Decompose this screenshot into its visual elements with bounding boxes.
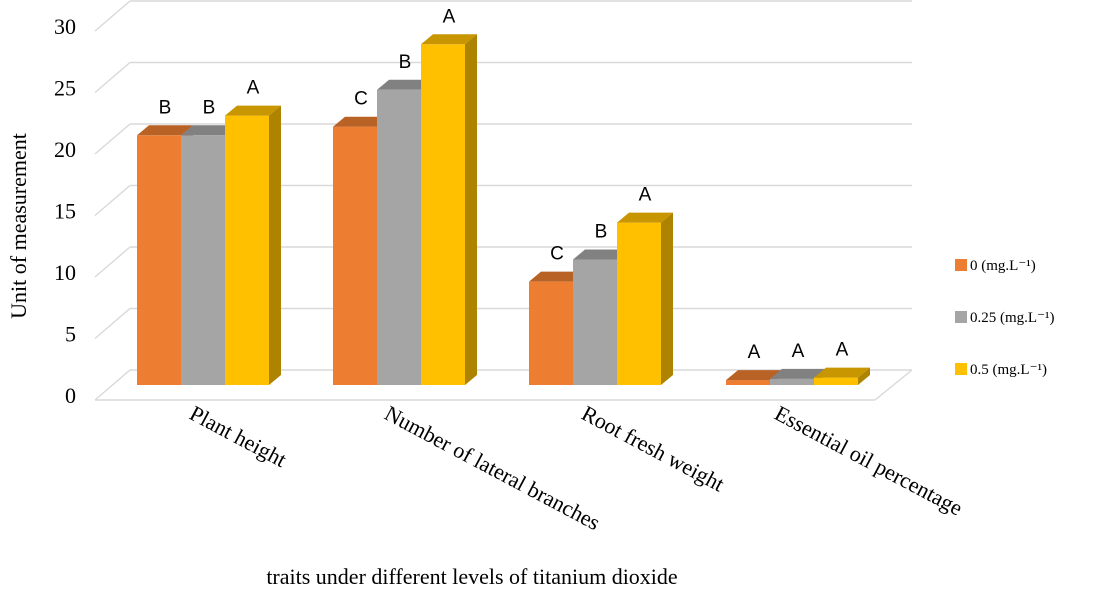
bars <box>137 34 870 386</box>
category-label: Plant height <box>186 400 291 472</box>
bar-top <box>181 125 237 136</box>
bar-front <box>225 115 269 385</box>
bar-top <box>333 116 389 127</box>
bar-front <box>137 135 181 385</box>
bar-front <box>181 135 225 385</box>
bar-front <box>421 44 465 385</box>
y-tick-label: 10 <box>54 260 76 285</box>
bar-side <box>269 105 281 385</box>
bar-top <box>573 249 629 260</box>
bar-top <box>377 79 433 90</box>
significance-letters: B B A C B A C B A A A A <box>159 6 849 363</box>
y-axis-title: Unit of measurement <box>6 133 31 319</box>
bar-front <box>529 281 573 385</box>
legend-swatch <box>955 311 967 323</box>
bar-top <box>225 105 281 116</box>
gridline-side <box>94 307 131 340</box>
significance-letter: A <box>836 340 849 361</box>
legend: 0 (mg.L⁻¹) 0.25 (mg.L⁻¹) 0.5 (mg.L⁻¹) <box>955 258 1055 378</box>
gridline-side <box>94 123 131 155</box>
x-axis-title: traits under different levels of titaniu… <box>266 564 677 589</box>
gridline-side <box>94 0 131 32</box>
category-labels: Plant height Number of lateral branchesRo… <box>186 400 967 535</box>
gridline-side <box>94 61 131 94</box>
bar-top <box>814 367 870 378</box>
significance-letter: A <box>443 6 456 27</box>
significance-letter: B <box>203 97 216 118</box>
bar-top <box>726 370 782 381</box>
y-tick-label: 5 <box>65 322 76 347</box>
bar-front <box>770 378 814 385</box>
bar-front <box>333 126 377 385</box>
y-tick-label: 0 <box>65 383 76 408</box>
bar <box>617 212 673 385</box>
gridline-side <box>94 246 131 278</box>
significance-letter: C <box>550 244 564 265</box>
bar-front <box>377 89 421 386</box>
significance-letter: B <box>159 97 172 118</box>
bar-side <box>465 34 477 385</box>
bar-side <box>661 212 673 385</box>
significance-letter: A <box>748 342 761 363</box>
bar-top <box>529 271 585 282</box>
bar-front <box>814 377 858 385</box>
significance-letter: B <box>399 52 412 73</box>
category-label: Number of lateral branches <box>381 400 605 535</box>
significance-letter: A <box>792 341 805 362</box>
significance-letter: B <box>595 222 608 243</box>
y-tick-label: 30 <box>54 14 76 39</box>
bar-top <box>617 212 673 223</box>
legend-label: 0.25 (mg.L⁻¹) <box>970 310 1055 326</box>
bar <box>814 367 870 385</box>
significance-letter: A <box>639 185 652 206</box>
floor-side-line <box>874 369 913 401</box>
y-tick-label: 20 <box>54 137 76 162</box>
y-tick-label: 25 <box>54 76 76 101</box>
legend-swatch <box>955 259 967 271</box>
bar <box>421 34 477 385</box>
bar-front <box>726 380 770 385</box>
bar-front <box>617 222 661 385</box>
bar-side <box>858 367 870 385</box>
bar-top <box>421 34 477 45</box>
bar <box>225 105 281 385</box>
gridline-side <box>94 184 131 217</box>
significance-letter: C <box>354 89 368 110</box>
legend-label: 0.5 (mg.L⁻¹) <box>970 362 1047 378</box>
bar-front <box>573 259 617 385</box>
significance-letter: A <box>247 78 260 99</box>
y-axis-ticks: 0 5 10 15 20 25 30 <box>54 14 76 408</box>
bar-top <box>770 368 826 379</box>
bar-top <box>137 125 193 136</box>
legend-swatch <box>955 363 967 375</box>
y-tick-label: 15 <box>54 199 76 224</box>
legend-label: 0 (mg.L⁻¹) <box>970 258 1036 274</box>
floor-side-line <box>94 369 131 401</box>
category-label: Root fresh weight <box>578 400 729 496</box>
category-label: Essential oil percentage <box>771 400 967 520</box>
